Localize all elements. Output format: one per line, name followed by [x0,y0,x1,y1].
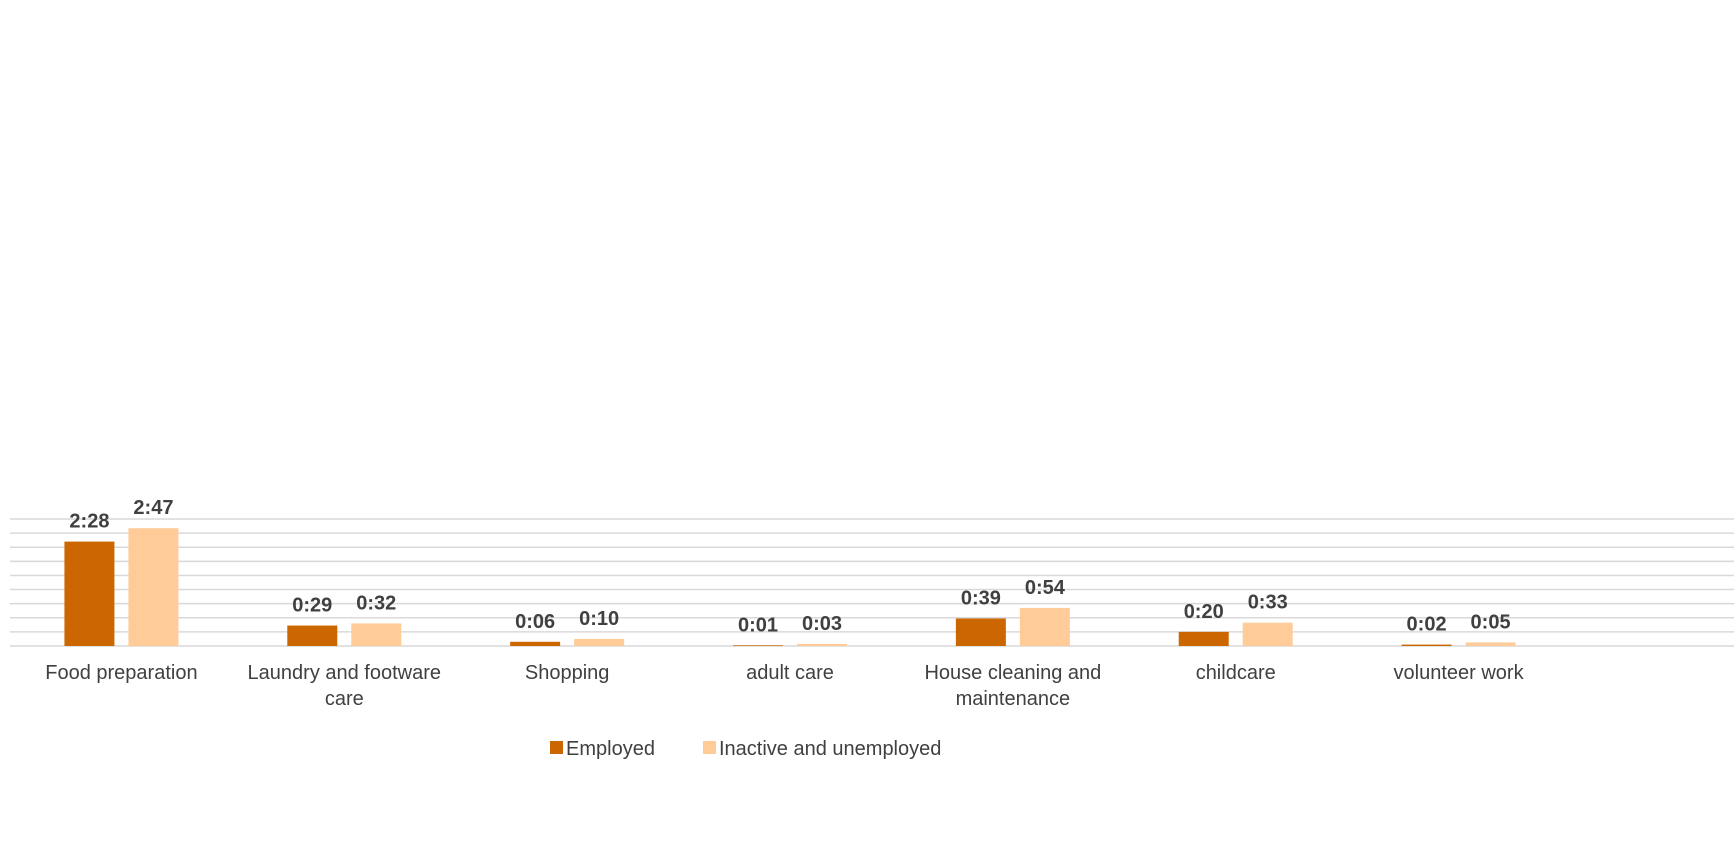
bar-employed [287,625,338,646]
legend-swatch [703,741,716,754]
legend-item-inactive-unemployed: Inactive and unemployed [719,738,941,760]
category-label: Laundry and footware care [248,662,441,710]
data-label: 0:01 [738,614,778,636]
bar-employed [1178,631,1229,646]
data-label: 0:32 [356,592,396,614]
category-label: adult care [746,662,834,684]
category-label: House cleaning and maintenance [924,662,1101,710]
data-label: 0:10 [579,608,619,630]
bar-employed [955,618,1006,646]
data-label: 0:54 [1025,577,1066,599]
bar-employed [1401,644,1452,646]
bar-inactive-unemployed [1465,642,1516,646]
bar-employed [510,641,561,646]
bar-inactive-unemployed [1242,622,1293,646]
legend: Employed Inactive and unemployed [550,738,941,760]
data-label: 0:33 [1248,592,1288,614]
category-label: Shopping [525,662,610,684]
data-label: 0:02 [1407,614,1447,636]
data-label: 2:47 [133,497,173,519]
data-label: 0:29 [292,595,332,617]
data-label: 0:20 [1184,601,1224,623]
category-label: childcare [1196,662,1276,684]
bar-inactive-unemployed [351,623,402,646]
bar-inactive-unemployed [797,643,847,646]
legend-swatch [550,741,563,754]
bar-employed [64,541,115,646]
category-label: volunteer work [1394,662,1525,684]
data-label: 0:06 [515,611,555,633]
legend-item-employed: Employed [566,738,655,760]
data-label: 0:05 [1471,611,1511,633]
bar-inactive-unemployed [574,638,625,646]
bars [64,528,1516,646]
category-label: Food preparation [45,662,197,684]
data-label: 0:03 [802,613,842,635]
bar-inactive-unemployed [128,528,179,646]
data-label: 2:28 [69,511,109,533]
category-axis-labels: Food preparation Laundry and footware care… [45,662,1524,710]
bar-employed [733,645,783,646]
data-label: 0:39 [961,587,1001,609]
bar-inactive-unemployed [1019,607,1070,646]
data-labels: 2:28 2:47 0:29 0:32 0:06 0:10 0:01 0:03 0:39 0:54… [69,497,1510,636]
